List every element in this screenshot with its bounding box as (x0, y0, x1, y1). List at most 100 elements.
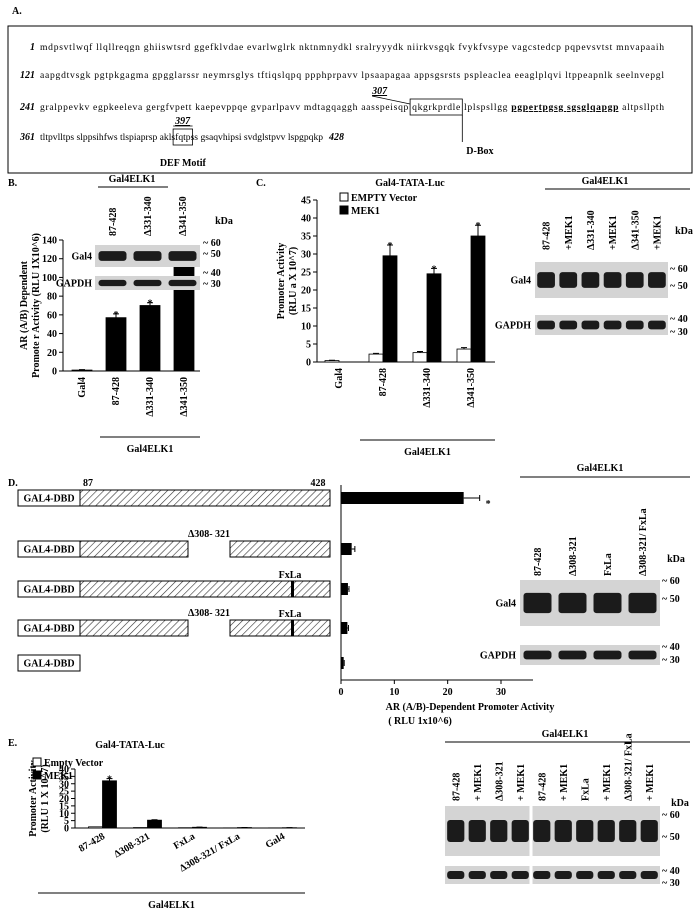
bar (412, 352, 428, 363)
sequence-segment: altpsllpth (622, 102, 664, 113)
significance-marker: * (476, 221, 481, 232)
error-bar (113, 313, 119, 318)
blot-band (447, 820, 465, 842)
sequence-segment: gralppevkv egpkeeleva gergfvpett kaepevp… (40, 102, 508, 113)
lane-label: FxLa (603, 553, 614, 576)
legend-label: MEK1 (44, 771, 73, 782)
blot-row-label: GAPDH (56, 279, 92, 290)
y-tick-label: 0 (52, 367, 57, 378)
x-tick-label: 10 (389, 687, 399, 698)
residue-number: 121 (20, 70, 35, 81)
legend-swatch (339, 192, 349, 202)
legend-swatch (32, 770, 42, 780)
lane-label: +MEK1 (564, 215, 575, 250)
x-tick-label: Δ341-350 (179, 377, 190, 417)
blot-row-label: Gal4 (510, 276, 531, 287)
y-tick-label: 35 (301, 232, 311, 243)
blot-band (581, 272, 600, 288)
blot-band (603, 272, 622, 288)
blot-header: Gal4ELK1 (577, 463, 624, 474)
blot-band (558, 650, 587, 660)
blot-band (511, 871, 529, 879)
bar (382, 255, 398, 363)
blot-band (133, 251, 162, 261)
blot-band (648, 272, 666, 288)
error-bar (147, 302, 153, 306)
lane-label: Δ341-350 (630, 210, 641, 250)
y-tick-label: 35 (59, 772, 69, 783)
residue-label: 87 (83, 478, 93, 489)
residue-number: 361 (19, 132, 35, 143)
legend-swatch (339, 205, 349, 215)
y-tick-label: 40 (47, 329, 57, 340)
blot-band (597, 871, 615, 879)
lane-label: +MEK1 (608, 215, 619, 250)
blot-band (554, 871, 572, 879)
bar (456, 348, 472, 363)
significance-marker: * (114, 310, 119, 321)
y-tick-label: 40 (59, 765, 69, 776)
blot-band (98, 279, 127, 287)
x-tick-label: Gal4 (334, 368, 345, 389)
bar (470, 235, 486, 363)
y-tick-label: 80 (47, 292, 57, 303)
elk1-region (229, 540, 331, 558)
blot-band (619, 871, 637, 879)
bar (102, 780, 117, 829)
deletion-label: Δ308- 321 (188, 529, 230, 540)
y-tick-label: 100 (42, 273, 57, 284)
blot-band (533, 871, 551, 879)
x-tick-label: FxLa (172, 831, 197, 852)
lane-label: Δ308-321/ FxLa (623, 733, 634, 801)
size-marker: ~ 50 (662, 594, 680, 605)
blot-band (628, 592, 657, 614)
significance-marker: * (107, 775, 112, 786)
y-tick-label: 10 (301, 322, 311, 333)
blot-panel (535, 262, 668, 298)
size-marker: ~ 40 (662, 866, 680, 877)
mutation-mark (291, 620, 294, 636)
blot-divider (529, 866, 533, 884)
def-outline (172, 128, 193, 146)
residue-number: 1 (30, 42, 35, 53)
error-bar (351, 546, 356, 552)
blot-header: Gal4ELK1 (582, 176, 629, 187)
blot-band (625, 320, 644, 330)
blot-band (625, 272, 644, 288)
blot-row-label: GAPDH (495, 321, 531, 332)
x-tick-label: Gal4 (77, 377, 88, 398)
blot-band (640, 871, 658, 879)
y-tick-label: 40 (301, 214, 311, 225)
annotation: D-Box (466, 146, 493, 157)
blot-panel (520, 645, 660, 665)
error-bar (463, 495, 481, 501)
sequence-segment: pgpertpgsg sgsglqapgp (511, 102, 618, 113)
blot-band (447, 871, 465, 879)
blot-band (98, 251, 127, 261)
y-axis-label: Promoter Activity (276, 243, 287, 320)
lane-label: Δ331-340 (586, 210, 597, 250)
error-bar (431, 267, 437, 274)
panel-label: A. (12, 6, 22, 17)
y-tick-label: 30 (301, 250, 311, 261)
size-marker: ~ 60 (670, 264, 688, 275)
x-tick-label: Δ331-340 (145, 377, 156, 417)
size-marker: ~ 40 (203, 268, 221, 279)
lane-label: Δ308-321 (494, 761, 505, 801)
blot-band (558, 592, 587, 614)
blot-band (168, 279, 197, 287)
blot-band (581, 320, 600, 330)
blot-band (133, 279, 162, 287)
y-tick-label: 140 (42, 236, 57, 247)
dbd-label: GAL4-DBD (23, 494, 74, 505)
error-bar (387, 244, 393, 256)
y-tick-label: 15 (301, 304, 311, 315)
unit-label: kDa (675, 226, 693, 237)
y-tick-label: 0 (64, 824, 69, 835)
x-axis-label: AR (A/B)-Dependent Promoter Activity (386, 702, 555, 713)
bar (341, 543, 352, 555)
size-marker: ~ 30 (203, 279, 221, 290)
dbd-box (17, 654, 81, 672)
blot-band (168, 251, 197, 261)
